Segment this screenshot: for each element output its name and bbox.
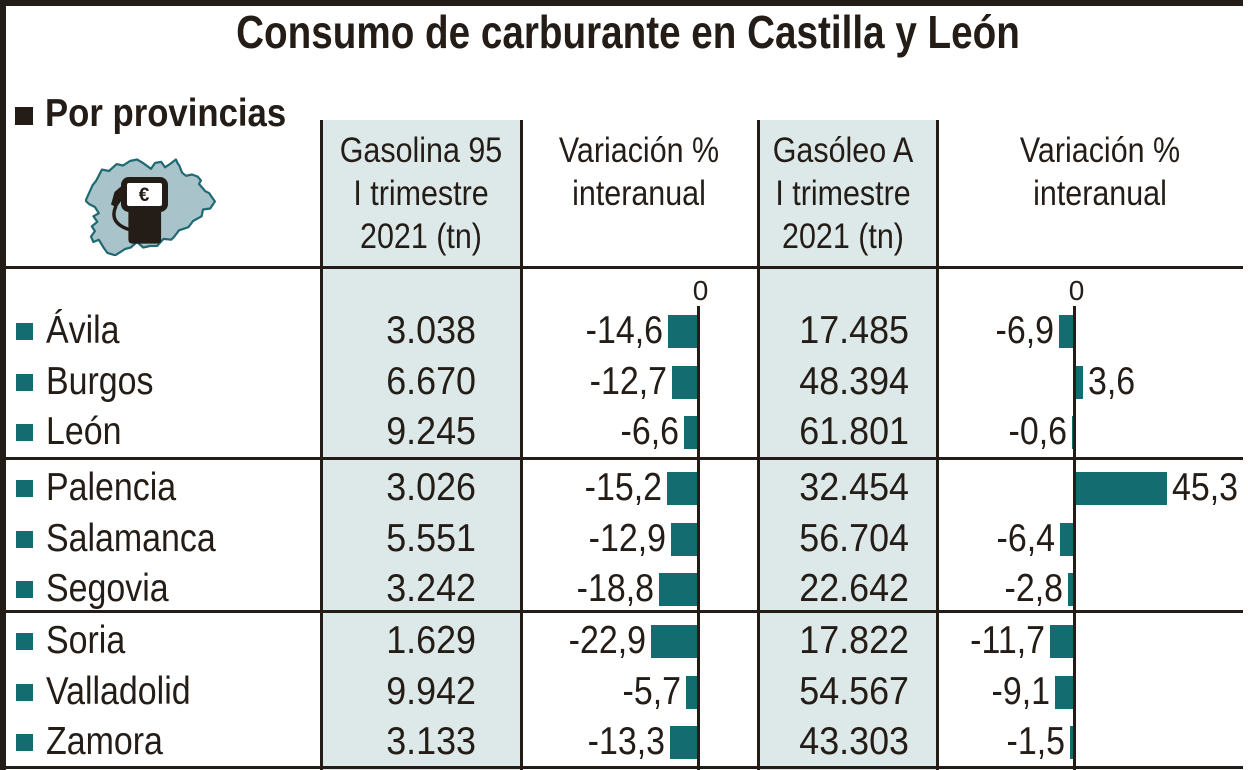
svg-text:€: €: [139, 185, 150, 206]
